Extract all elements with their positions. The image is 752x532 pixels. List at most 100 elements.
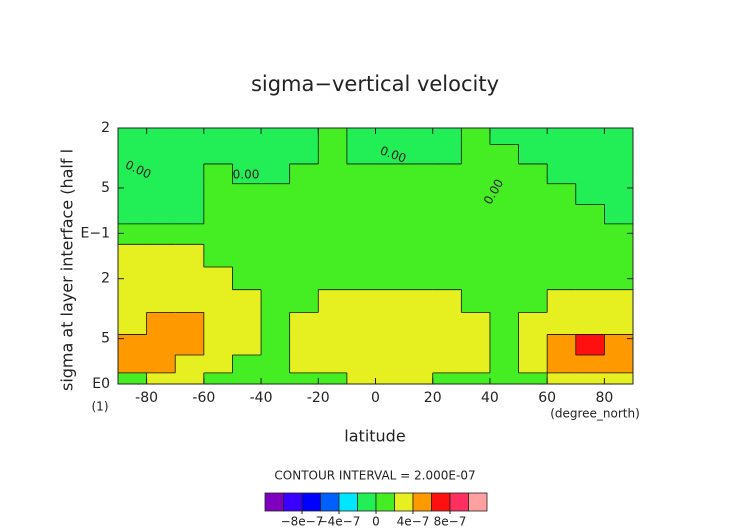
contour-cell: [375, 204, 405, 225]
contour-cell: [575, 355, 605, 374]
contour-cell: [318, 183, 348, 205]
contour-cell: [547, 355, 577, 374]
contour-cell: [203, 289, 233, 313]
contour-cell: [489, 334, 520, 356]
contour-cell: [346, 312, 376, 335]
contour-cell: [232, 312, 262, 335]
contour-cell: [146, 312, 176, 335]
contour-cell: [289, 183, 319, 205]
contour-cell: [404, 128, 434, 145]
contour-cell: [318, 128, 348, 145]
y-axis-unit: (1): [92, 400, 109, 414]
colorbar-tick-label: 8e−7: [434, 515, 467, 529]
contour-cell: [461, 355, 491, 374]
contour-cell: [375, 128, 405, 145]
contour-cell: [346, 204, 376, 225]
contour-cell: [261, 204, 291, 225]
contour-cell: [432, 244, 462, 268]
contour-cell: [404, 355, 434, 374]
contour-cell: [518, 144, 548, 165]
contour-cell: [146, 334, 176, 356]
contour-cell: [261, 289, 291, 313]
colorbar-box: [375, 492, 395, 512]
contour-cell: [432, 355, 462, 374]
contour-cell: [518, 183, 548, 205]
contour-cell: [604, 289, 634, 313]
colorbar-box: [264, 492, 284, 512]
contour-cell: [518, 372, 548, 385]
contour-cell: [547, 183, 577, 205]
y-tick-label: 2: [101, 271, 110, 287]
contour-cell: [289, 267, 319, 291]
contour-cell: [289, 128, 319, 145]
contour-cell: [547, 267, 577, 291]
contour-cell: [118, 183, 148, 205]
contour-cell: [604, 144, 634, 165]
contour-cell: [518, 128, 548, 145]
contour-cell: [289, 163, 319, 185]
contour-cell: [432, 223, 462, 245]
contour-cell: [261, 223, 291, 245]
contour-cell: [175, 244, 205, 268]
colorbar-box: [468, 492, 488, 512]
contour-cell: [404, 312, 434, 335]
contour-cell: [146, 128, 176, 145]
contour-cell: [604, 204, 634, 225]
contour-cell: [461, 183, 491, 205]
contour-cell: [346, 334, 376, 356]
contour-cell: [604, 163, 634, 185]
contour-cell: [232, 183, 262, 205]
contour-cell: [375, 372, 405, 385]
contour-cell: [175, 372, 205, 385]
x-tick-label: -80: [135, 390, 158, 406]
contour-cell: [289, 223, 319, 245]
contour-cell: [318, 312, 348, 335]
x-tick-label: -60: [192, 390, 215, 406]
contour-cell: [289, 244, 319, 268]
contour-cell: [575, 372, 605, 385]
contour-cell: [118, 144, 148, 165]
contour-cell: [604, 267, 634, 291]
contour-cell: [203, 334, 233, 356]
contour-cell: [261, 312, 291, 335]
contour-cell: [232, 163, 262, 185]
contour-cell: [518, 289, 548, 313]
contour-cell: [261, 372, 291, 385]
contour-cell: [547, 163, 577, 185]
contour-cell: [375, 267, 405, 291]
contour-cell: [547, 372, 577, 385]
contour-cell: [146, 355, 176, 374]
colorbar-box: [338, 492, 358, 512]
contour-cell: [318, 372, 348, 385]
contour-cell: [175, 204, 205, 225]
contour-cell: [575, 144, 605, 165]
contour-cell: [261, 355, 291, 374]
contour-cell: [346, 128, 376, 145]
contour-cell: [547, 334, 577, 356]
colorbar-tick-label: 4e−7: [397, 515, 430, 529]
contour-cell: [318, 244, 348, 268]
contour-cell: [575, 204, 605, 225]
colorbar-box: [394, 492, 414, 512]
contour-cell: [232, 223, 262, 245]
colorbar-box: [320, 492, 340, 512]
contour-cell: [404, 204, 434, 225]
contour-cell: [318, 334, 348, 356]
contour-cell: [232, 204, 262, 225]
contour-cell: [432, 163, 462, 185]
contour-cell: [489, 223, 520, 245]
contour-cell: [575, 163, 605, 185]
colorbar-box: [301, 492, 321, 512]
contour-cell: [346, 355, 376, 374]
contour-cell: [461, 144, 491, 165]
contour-cell: [432, 144, 462, 165]
contour-cell: [547, 312, 577, 335]
contour-cell: [461, 372, 491, 385]
contour-cell: [118, 204, 148, 225]
contour-cell: [489, 183, 520, 205]
contour-cell: [604, 372, 634, 385]
contour-cell: [232, 244, 262, 268]
contour-cell: [203, 372, 233, 385]
contour-cell: [375, 289, 405, 313]
